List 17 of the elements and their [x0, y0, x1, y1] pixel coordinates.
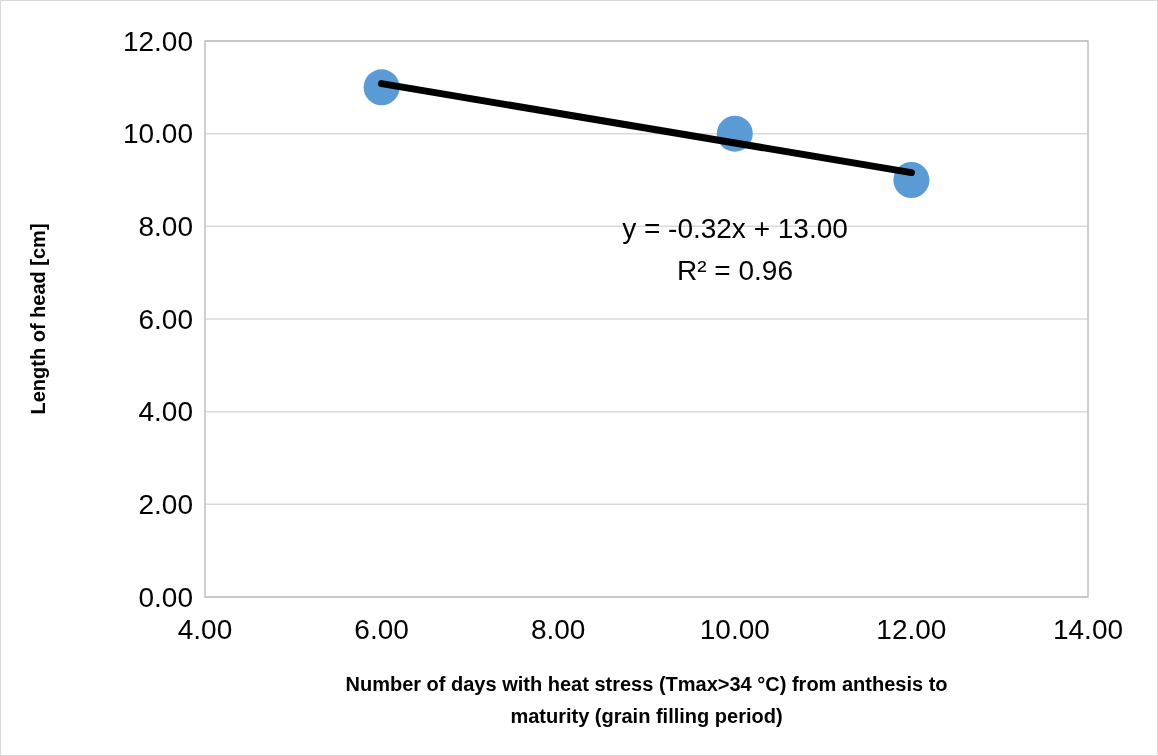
x-tick-label: 10.00	[699, 614, 770, 645]
x-axis-title: Number of days with heat stress (Tmax>34 °C) from anthesis to maturity (grain filling period)	[345, 673, 948, 727]
x-tick-label: 14.00	[1052, 614, 1124, 645]
x-tick-label: 4.00	[177, 614, 233, 645]
y-tick-label: 6.00	[138, 303, 193, 335]
x-tick-label: 8.00	[530, 614, 586, 645]
y-tick-label: 0.00	[138, 581, 193, 613]
y-tick-label: 4.00	[138, 396, 193, 428]
x-tick-label: 12.00	[876, 614, 947, 645]
y-tick-label: 8.00	[138, 211, 193, 243]
annotation: y = -0.32x + 13.00	[622, 213, 848, 244]
annotation: R² = 0.96	[677, 255, 793, 286]
y-tick-label: 2.00	[138, 489, 193, 521]
y-axis-title: Length of head [cm]	[27, 223, 49, 415]
x-tick-label: 6.00	[354, 614, 409, 645]
y-tick-label: 12.00	[122, 25, 193, 57]
y-tick-label: 10.00	[122, 118, 193, 150]
